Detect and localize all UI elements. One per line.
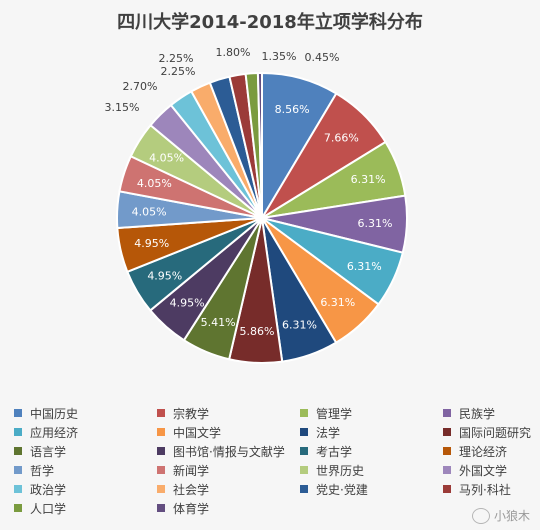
data-label: 6.31% <box>320 296 355 309</box>
legend-item: 国际问题研究 <box>443 423 540 441</box>
legend-item: 人口学 <box>14 499 157 517</box>
legend-label: 外国文学 <box>459 463 508 478</box>
data-label: 3.15% <box>105 101 140 114</box>
data-label: 5.41% <box>201 316 236 329</box>
legend-label: 中国文学 <box>173 425 222 440</box>
legend-item: 社会学 <box>157 480 300 498</box>
data-label: 6.31% <box>347 260 382 273</box>
data-label: 0.45% <box>305 51 340 64</box>
legend-item: 应用经济 <box>14 423 157 441</box>
watermark: 小狼木 <box>471 507 530 524</box>
pie-slice <box>256 71 263 219</box>
legend-swatch <box>443 485 451 493</box>
legend-swatch <box>14 504 22 512</box>
data-label: 5.86% <box>240 325 275 338</box>
legend-swatch <box>443 447 451 455</box>
data-label: 2.25% <box>161 65 196 78</box>
legend-item: 新闻学 <box>157 461 300 479</box>
legend-item: 理论经济 <box>443 442 540 460</box>
legend-item: 世界历史 <box>300 461 443 479</box>
data-label: 6.31% <box>351 173 386 186</box>
legend-swatch <box>157 466 165 474</box>
pie-chart: 8.56%7.66%6.31%6.31%6.31%6.31%6.31%5.86%… <box>105 46 408 364</box>
legend-swatch <box>443 409 451 417</box>
legend-item: 图书馆·情报与文献学 <box>157 442 300 460</box>
legend-label: 中国历史 <box>30 406 79 421</box>
legend-item: 哲学 <box>14 461 157 479</box>
legend-label: 马列·科社 <box>459 482 511 497</box>
legend-label: 政治学 <box>30 482 67 497</box>
legend-label: 理论经济 <box>459 444 508 459</box>
legend-label: 人口学 <box>30 501 67 516</box>
legend-label: 宗教学 <box>173 406 210 421</box>
wechat-icon <box>471 507 490 524</box>
data-label: 1.80% <box>216 46 251 59</box>
legend-swatch <box>14 409 22 417</box>
legend-label: 民族学 <box>459 406 496 421</box>
data-label: 1.35% <box>262 50 297 63</box>
legend-item: 考古学 <box>300 442 443 460</box>
legend-item: 政治学 <box>14 480 157 498</box>
legend-item: 中国历史 <box>14 404 157 422</box>
legend-item: 外国文学 <box>443 461 540 479</box>
legend-item: 民族学 <box>443 404 540 422</box>
data-label: 4.95% <box>147 270 182 283</box>
legend-swatch <box>300 447 308 455</box>
chart-title: 四川大学2014-2018年立项学科分布 <box>117 12 423 33</box>
legend-label: 党史·党建 <box>316 482 368 497</box>
legend-swatch <box>14 485 22 493</box>
legend-item: 语言学 <box>14 442 157 460</box>
legend-item: 中国文学 <box>157 423 300 441</box>
data-label: 4.95% <box>134 237 169 250</box>
legend-swatch <box>157 485 165 493</box>
legend-item: 管理学 <box>300 404 443 422</box>
legend-swatch <box>157 504 165 512</box>
legend-label: 国际问题研究 <box>459 425 532 440</box>
legend-label: 哲学 <box>30 463 55 478</box>
legend-label: 考古学 <box>316 444 353 459</box>
legend-swatch <box>14 466 22 474</box>
data-label: 2.70% <box>123 80 158 93</box>
legend-item: 宗教学 <box>157 404 300 422</box>
legend-swatch <box>300 485 308 493</box>
legend-swatch <box>300 409 308 417</box>
data-label: 7.66% <box>324 132 359 145</box>
legend-swatch <box>157 409 165 417</box>
legend-swatch <box>157 447 165 455</box>
legend-label: 社会学 <box>173 482 210 497</box>
watermark-text: 小狼木 <box>493 509 530 523</box>
legend-swatch <box>157 428 165 436</box>
legend-label: 新闻学 <box>173 463 210 478</box>
legend-label: 体育学 <box>173 501 210 516</box>
data-label: 4.95% <box>170 297 205 310</box>
legend-item: 马列·科社 <box>443 480 540 498</box>
legend-swatch <box>14 447 22 455</box>
data-label: 4.05% <box>137 177 172 190</box>
data-label: 8.56% <box>275 103 310 116</box>
data-label: 2.25% <box>159 52 194 65</box>
data-label: 6.31% <box>358 217 393 230</box>
legend: 中国历史 宗教学 管理学 民族学应用经济 中国文学 法学 国际问题研究语言学 图书馆·情报与文… <box>14 404 534 517</box>
legend-item: 法学 <box>300 423 443 441</box>
legend-label: 管理学 <box>316 406 353 421</box>
legend-label: 法学 <box>316 425 341 440</box>
legend-swatch <box>300 428 308 436</box>
legend-swatch <box>14 428 22 436</box>
legend-swatch <box>443 466 451 474</box>
data-label: 4.05% <box>149 151 184 164</box>
data-label: 6.31% <box>282 319 317 332</box>
legend-label: 图书馆·情报与文献学 <box>173 444 285 459</box>
legend-label: 语言学 <box>30 444 67 459</box>
legend-swatch <box>443 428 451 436</box>
data-label: 4.05% <box>132 205 167 218</box>
legend-item: 党史·党建 <box>300 480 443 498</box>
legend-label: 世界历史 <box>316 463 365 478</box>
legend-label: 应用经济 <box>30 425 79 440</box>
legend-item: 体育学 <box>157 499 300 517</box>
legend-swatch <box>300 466 308 474</box>
